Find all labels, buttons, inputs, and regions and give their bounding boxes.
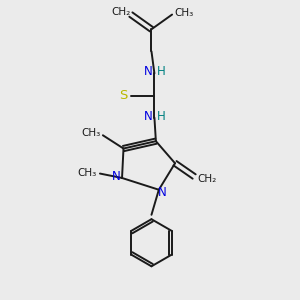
Text: S: S (119, 89, 128, 102)
Text: N: N (144, 65, 152, 79)
Text: CH₂: CH₂ (197, 174, 216, 184)
Text: H: H (157, 110, 165, 123)
Text: H: H (157, 65, 165, 79)
Text: N: N (158, 186, 166, 199)
Text: CH₃: CH₃ (81, 128, 100, 138)
Text: N: N (112, 170, 121, 183)
Text: CH₃: CH₃ (77, 168, 96, 178)
Text: N: N (144, 110, 152, 123)
Text: CH₂: CH₂ (111, 7, 130, 16)
Text: CH₃: CH₃ (175, 8, 194, 18)
